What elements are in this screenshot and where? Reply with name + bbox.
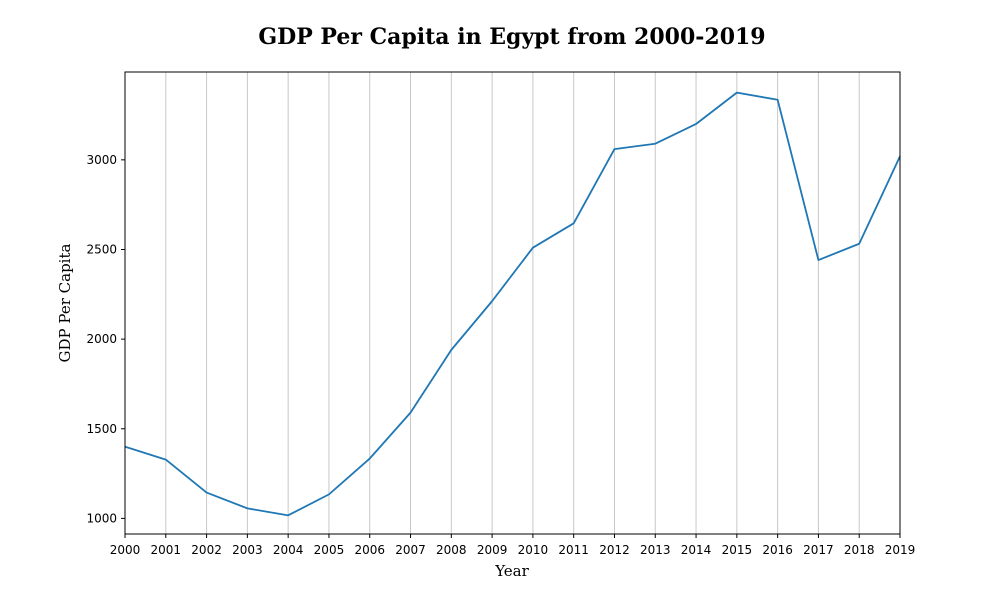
x-tick-label: 2011 (558, 543, 589, 557)
grid-lines (165, 72, 860, 534)
x-tick-label: 2001 (151, 543, 182, 557)
x-tick-label: 2010 (518, 543, 549, 557)
axis-ticks: 2000 2001 2002 2003 2004 2005 2006 2007 2008 2009… (86, 153, 915, 557)
x-tick-label: 2017 (803, 543, 834, 557)
y-axis-label: GDP Per Capita (56, 244, 74, 363)
x-tick-label: 2005 (314, 543, 345, 557)
x-tick-label: 2015 (722, 543, 753, 557)
x-tick-label: 2013 (640, 543, 671, 557)
y-tick-label: 1000 (86, 511, 117, 525)
series-line (124, 91, 901, 517)
x-tick-label: 2012 (599, 543, 630, 557)
x-tick-label: 2018 (844, 543, 875, 557)
x-tick-label: 2019 (885, 543, 916, 557)
y-tick-label: 3000 (86, 153, 117, 167)
x-tick-label: 2006 (354, 543, 385, 557)
y-tick-label: 1500 (86, 422, 117, 436)
x-tick-label: 2014 (681, 543, 712, 557)
chart-title: GDP Per Capita in Egypt from 2000-2019 (258, 24, 765, 50)
x-tick-label: 2008 (436, 543, 467, 557)
plot-area-frame (124, 71, 901, 535)
x-tick-label: 2004 (273, 543, 304, 557)
x-tick-label: 2007 (395, 543, 426, 557)
x-tick-label: 2016 (762, 543, 793, 557)
y-tick-label: 2500 (86, 242, 117, 256)
x-axis-label: Year (494, 562, 529, 580)
x-tick-label: 2002 (191, 543, 222, 557)
x-tick-label: 2000 (110, 543, 141, 557)
series-layer (124, 91, 901, 517)
x-tick-label: 2003 (232, 543, 263, 557)
x-tick-label: 2009 (477, 543, 508, 557)
y-tick-label: 2000 (86, 332, 117, 346)
